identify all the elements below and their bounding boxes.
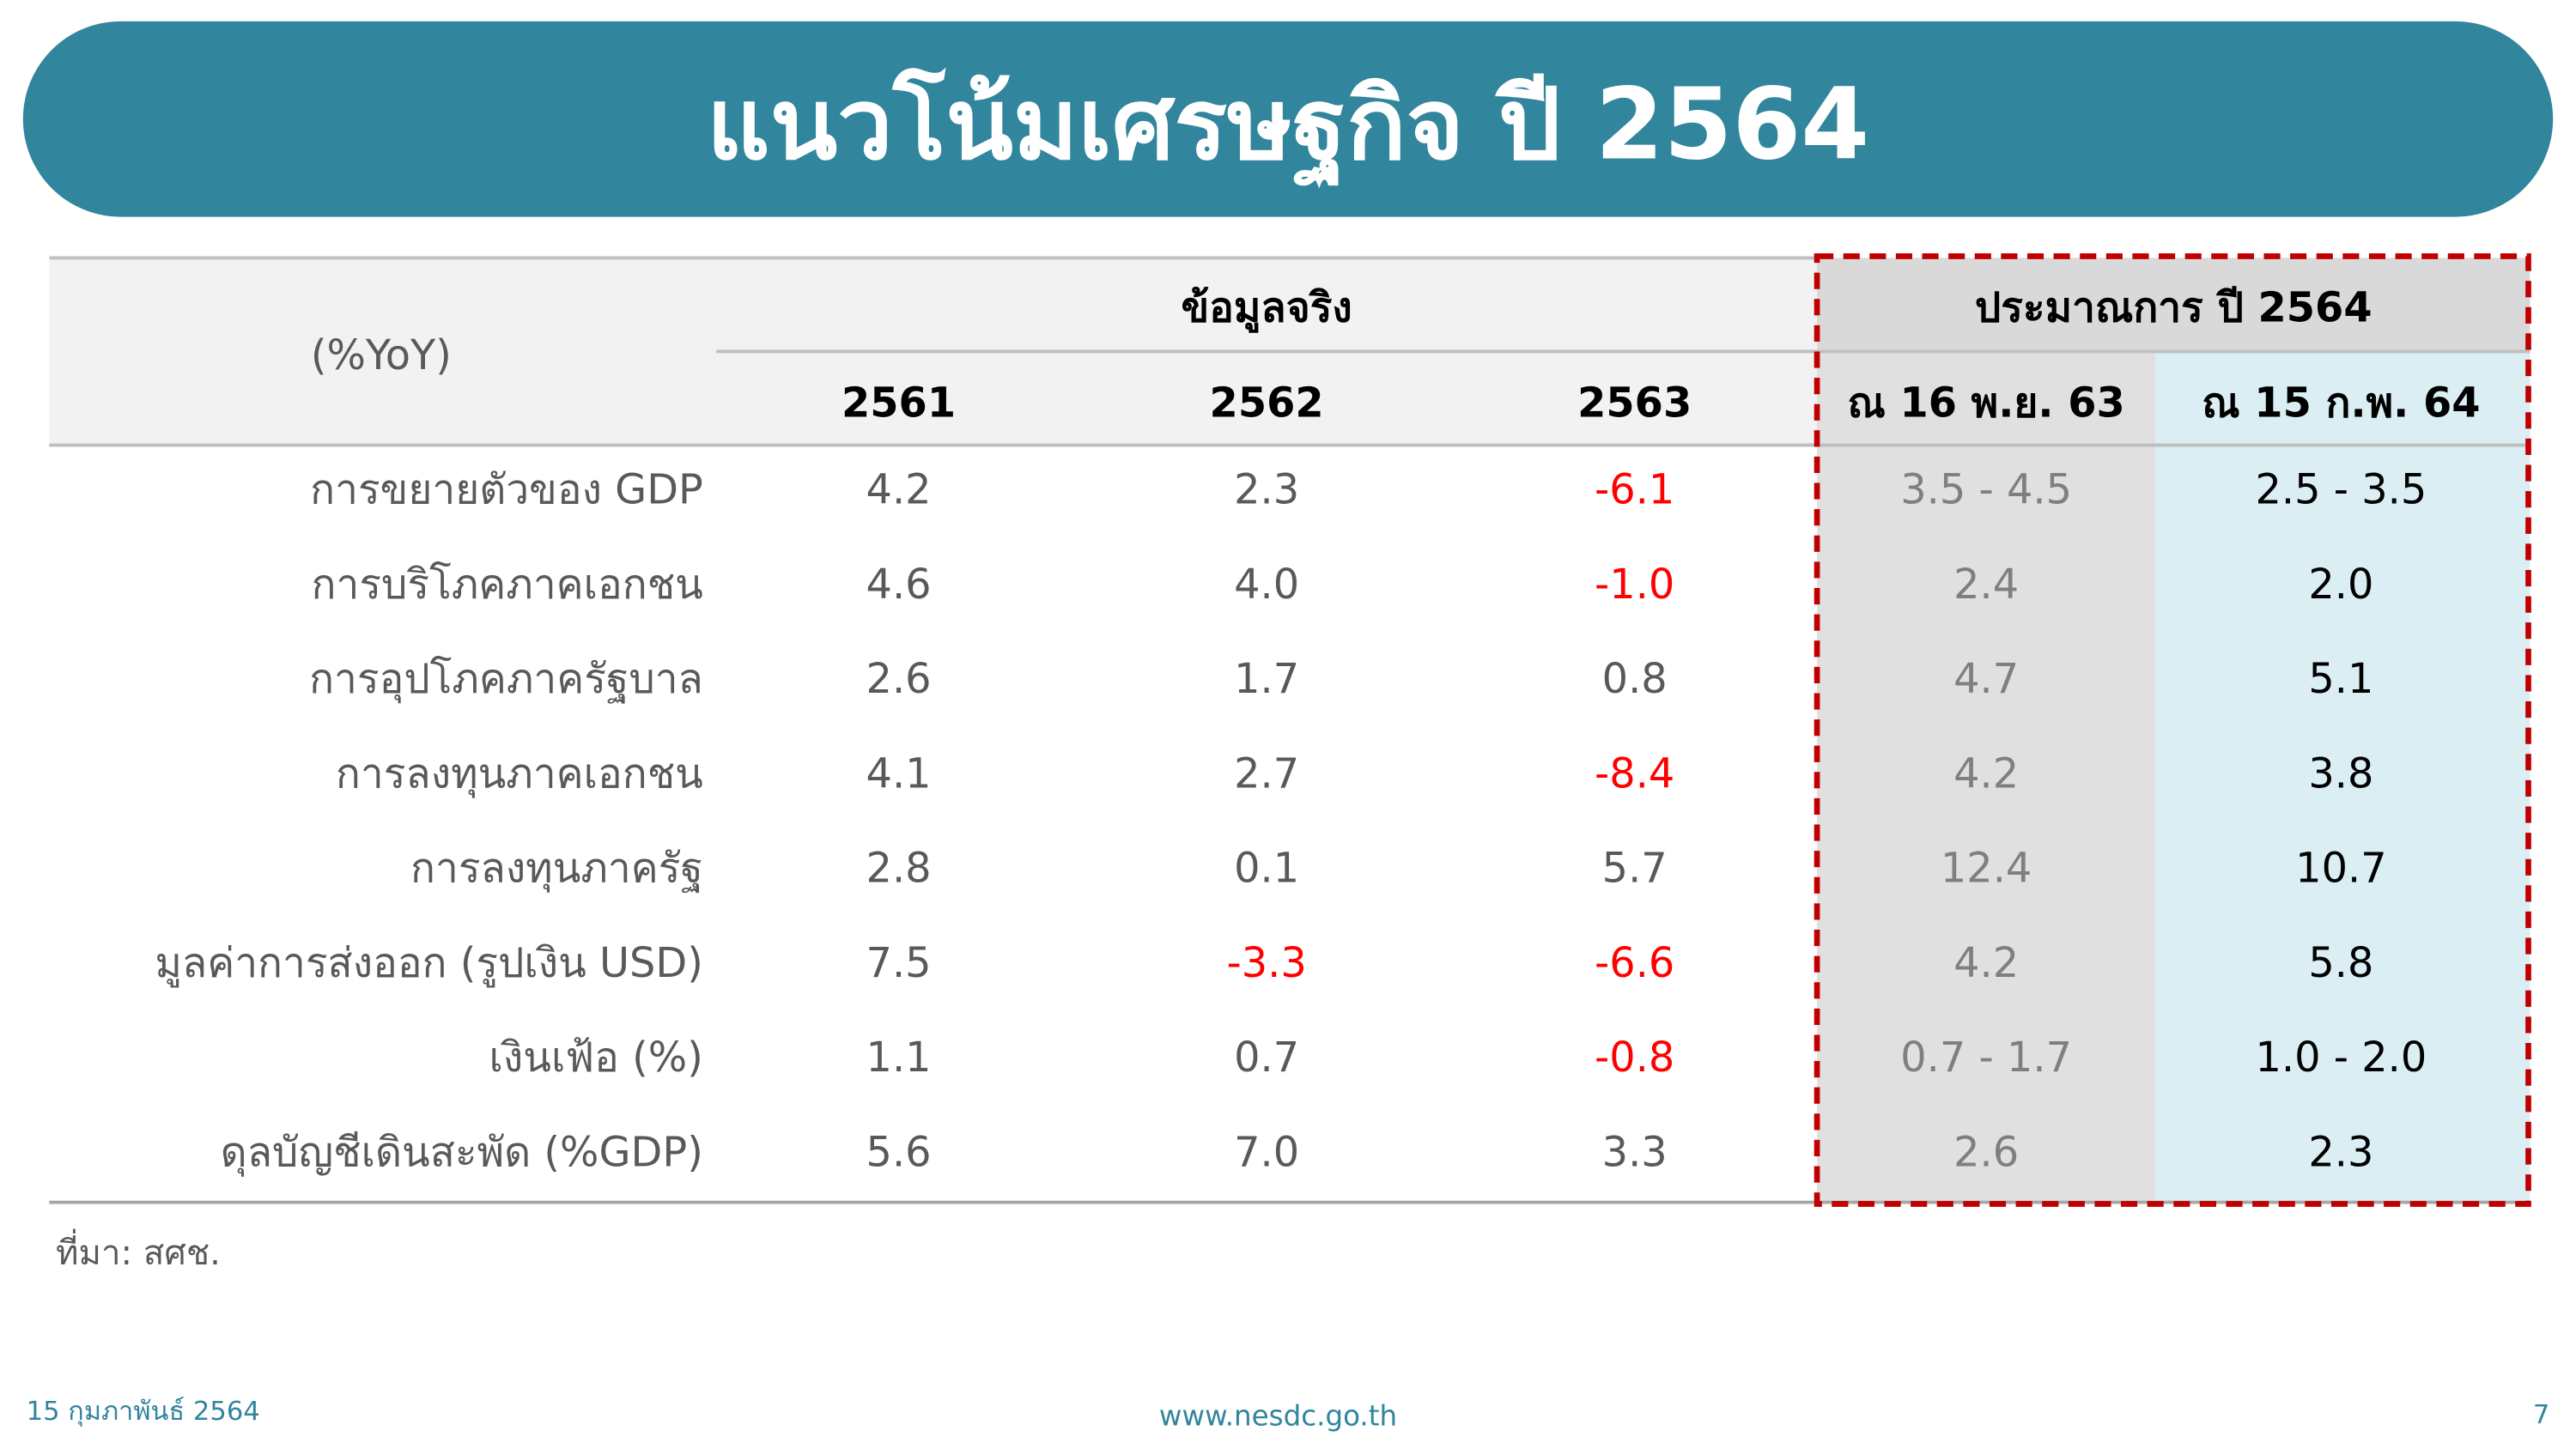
cell: 2.0 (2308, 561, 2373, 609)
group-header: ข้อมูลจริง (1181, 285, 1352, 334)
cell: 1.7 (1234, 656, 1299, 703)
cell: 0.7 (1234, 1034, 1299, 1082)
cell: 2.7 (1234, 750, 1299, 797)
cell: -6.6 (1595, 940, 1674, 987)
cell: 1.0 - 2.0 (2256, 1034, 2427, 1082)
title-banner (22, 21, 2554, 217)
forecast-highlight (1814, 253, 2531, 1207)
cell: 2.6 (866, 656, 932, 703)
row-label: การลงทุนภาครัฐ (410, 846, 703, 894)
cell: -6.1 (1595, 467, 1674, 514)
cell: 1.1 (866, 1034, 932, 1082)
cell: 5.8 (2308, 940, 2373, 987)
cell: 7.5 (866, 940, 932, 987)
cell: 10.7 (2295, 846, 2386, 893)
row-label: การบริโภคภาคเอกชน (312, 561, 703, 609)
column-header: 2561 (841, 380, 956, 427)
cell: 4.2 (1953, 750, 2019, 797)
cell: 0.8 (1602, 656, 1668, 703)
cell: 2.3 (1234, 467, 1299, 514)
row-label: มูลค่าการส่งออก (รูปเงิน USD) (155, 940, 702, 988)
cell: 5.7 (1602, 846, 1668, 893)
row-label: ดุลบัญชีเดินสะพัด (%GDP) (221, 1129, 703, 1177)
cell: -8.4 (1595, 750, 1674, 797)
cell: 4.2 (1953, 940, 2019, 987)
cell: 7.0 (1234, 1129, 1299, 1176)
unit-label: (%YoY) (311, 332, 452, 379)
cell: 12.4 (1941, 846, 2032, 893)
title: แนวโน้มเศรษฐกิจ ปี 2564 (707, 67, 1869, 188)
cell: 4.2 (866, 467, 932, 514)
forecast-col-bg (1817, 351, 2156, 1203)
cell: 2.4 (1953, 561, 2019, 609)
cell: 3.3 (1602, 1129, 1668, 1176)
cell: 2.5 - 3.5 (2256, 467, 2427, 514)
row-label: การอุปโภคภาครัฐบาล (309, 655, 703, 704)
cell: 2.6 (1953, 1129, 2019, 1176)
column-header: 2563 (1577, 380, 1692, 427)
source: ที่มา: สศช. (56, 1228, 221, 1273)
page-number: 7 (2533, 1400, 2549, 1430)
column-header: 2562 (1210, 380, 1324, 427)
cell: 3.5 - 4.5 (1900, 467, 2072, 514)
latest-col-bg (2155, 351, 2530, 1203)
cell: 0.1 (1234, 846, 1299, 893)
footer-date: 15 กุมภาพันธ์ 2564 (27, 1397, 260, 1428)
row-label: เงินเฟ้อ (%) (489, 1034, 703, 1082)
cell: 2.3 (2308, 1129, 2373, 1176)
cell: 4.1 (866, 750, 932, 797)
cell: 3.8 (2308, 750, 2373, 797)
forecast-header-bg (1817, 258, 2530, 352)
cell: 5.6 (866, 1129, 932, 1176)
cell: -3.3 (1226, 940, 1306, 987)
column-header: ณ 15 ก.พ. 64 (2202, 380, 2480, 427)
footer-website: www.nesdc.go.th (1159, 1399, 1397, 1432)
row-label: การขยายตัวของ GDP (310, 467, 703, 514)
cell: 4.6 (866, 561, 932, 609)
row-label: การลงทุนภาคเอกชน (336, 750, 703, 798)
group-header: ประมาณการ ปี 2564 (1975, 285, 2372, 332)
cell: 2.8 (866, 846, 932, 893)
cell: 0.7 - 1.7 (1900, 1034, 2072, 1082)
cell: 5.1 (2308, 656, 2373, 703)
cell: 4.7 (1953, 656, 2019, 703)
column-header: ณ 16 พ.ย. 63 (1847, 380, 2124, 427)
cell: 4.0 (1234, 561, 1299, 609)
cell: -1.0 (1595, 561, 1674, 609)
cell: -0.8 (1595, 1034, 1674, 1082)
